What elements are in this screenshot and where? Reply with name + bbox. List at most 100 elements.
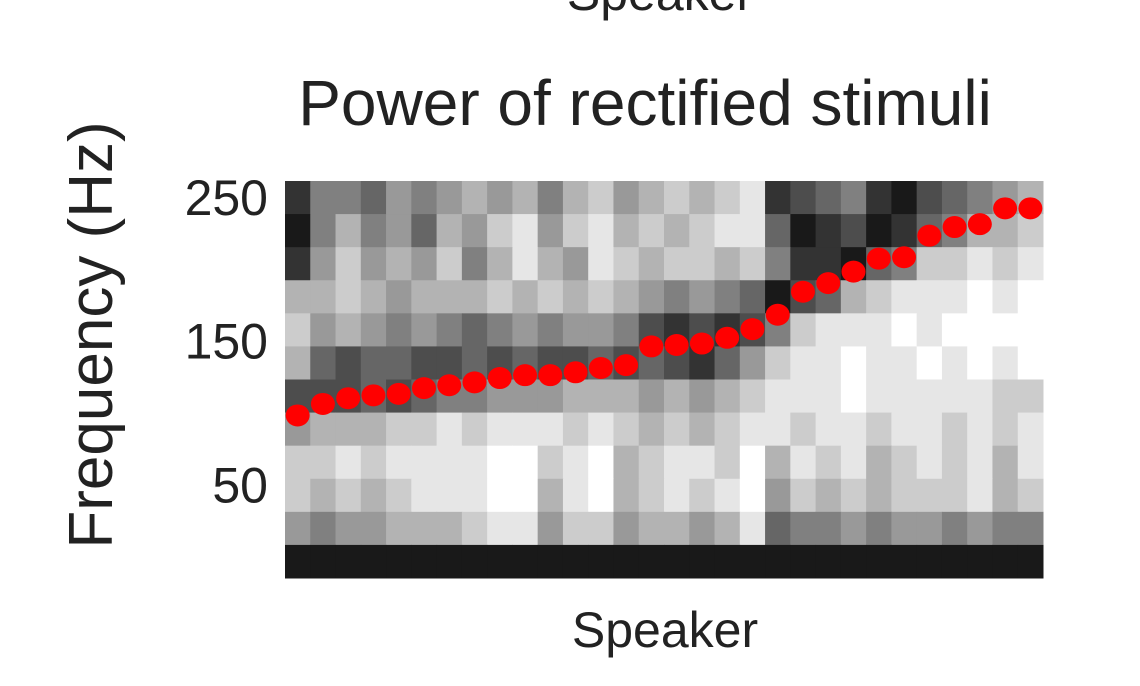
heatmap-cell bbox=[714, 544, 741, 579]
heatmap-cell bbox=[967, 280, 993, 314]
heatmap-cell bbox=[739, 478, 766, 513]
heatmap-cell bbox=[866, 544, 892, 579]
heatmap-cell bbox=[512, 412, 539, 447]
heatmap-cell bbox=[562, 544, 589, 579]
heatmap-cell bbox=[941, 412, 968, 447]
heatmap-cell bbox=[461, 445, 488, 480]
heatmap-cell bbox=[310, 544, 337, 579]
heatmap-cell bbox=[537, 181, 564, 215]
peak-point bbox=[386, 382, 411, 405]
heatmap-cell bbox=[689, 214, 716, 248]
heatmap-cell bbox=[461, 478, 488, 513]
heatmap-cell bbox=[386, 478, 412, 513]
heatmap-cell bbox=[941, 313, 968, 347]
heatmap-cell bbox=[1017, 379, 1044, 414]
heatmap-cell bbox=[588, 247, 614, 281]
heatmap-cell bbox=[310, 214, 337, 248]
heatmap-cell bbox=[1017, 313, 1044, 347]
heatmap-cell bbox=[588, 478, 614, 513]
heatmap-cell bbox=[664, 247, 690, 281]
heatmap-cell bbox=[588, 511, 614, 546]
heatmap-cell bbox=[562, 313, 589, 347]
heatmap-cell bbox=[487, 247, 513, 281]
peak-point bbox=[664, 333, 689, 356]
heatmap-cell bbox=[360, 544, 387, 579]
heatmap-cell bbox=[335, 412, 362, 447]
heatmap-cell bbox=[992, 379, 1019, 414]
heatmap-cell bbox=[537, 313, 564, 347]
heatmap-cell bbox=[613, 379, 640, 414]
heatmap-cell bbox=[840, 214, 867, 248]
heatmap-cell bbox=[1017, 478, 1044, 513]
heatmap-cell bbox=[916, 247, 943, 281]
heatmap-cell bbox=[537, 511, 564, 546]
peak-point bbox=[336, 387, 361, 410]
heatmap-cell bbox=[512, 181, 539, 215]
heatmap-cell bbox=[866, 346, 892, 380]
heatmap-cell bbox=[310, 445, 337, 480]
heatmap-cell bbox=[840, 346, 867, 380]
heatmap-cell bbox=[1017, 511, 1044, 546]
heatmap-cell bbox=[891, 379, 918, 414]
heatmap-cell bbox=[765, 412, 791, 447]
heatmap-cell bbox=[941, 544, 968, 579]
heatmap-cell bbox=[386, 544, 412, 579]
heatmap-cell bbox=[461, 214, 488, 248]
heatmap-cell bbox=[967, 478, 993, 513]
heatmap-cell bbox=[866, 511, 892, 546]
heatmap-cell bbox=[916, 445, 943, 480]
heatmap-cell bbox=[714, 511, 741, 546]
peak-point bbox=[892, 246, 917, 269]
heatmap-cell bbox=[866, 313, 892, 347]
heatmap-cell bbox=[436, 181, 463, 215]
heatmap-cell bbox=[613, 445, 640, 480]
heatmap-cell bbox=[866, 280, 892, 314]
heatmap-cell bbox=[335, 313, 362, 347]
heatmap-cell bbox=[487, 214, 513, 248]
heatmap-cell bbox=[689, 544, 716, 579]
heatmap-cell bbox=[992, 511, 1019, 546]
heatmap-cell bbox=[689, 247, 716, 281]
heatmap-cell bbox=[790, 445, 817, 480]
heatmap-cell bbox=[815, 313, 842, 347]
heatmap-cell bbox=[461, 412, 488, 447]
heatmap-cell bbox=[916, 280, 943, 314]
heatmap-cell bbox=[714, 478, 741, 513]
heatmap-cell bbox=[613, 412, 640, 447]
peak-point bbox=[513, 364, 538, 387]
heatmap-cell bbox=[714, 181, 741, 215]
heatmap-cell bbox=[941, 478, 968, 513]
heatmap-cell bbox=[941, 280, 968, 314]
heatmap-cell bbox=[891, 313, 918, 347]
heatmap-cell bbox=[765, 511, 791, 546]
heatmap-cell bbox=[436, 214, 463, 248]
heatmap-cell bbox=[840, 412, 867, 447]
peak-point bbox=[639, 335, 664, 358]
heatmap-cell bbox=[360, 313, 387, 347]
heatmap-cell bbox=[1017, 247, 1044, 281]
heatmap-cell bbox=[891, 181, 918, 215]
heatmap-cell bbox=[588, 544, 614, 579]
peak-point bbox=[765, 303, 790, 326]
heatmap-cell bbox=[840, 445, 867, 480]
heatmap-cell bbox=[891, 280, 918, 314]
heatmap-cell bbox=[360, 511, 387, 546]
heatmap-cell bbox=[310, 181, 337, 215]
peak-point bbox=[462, 371, 487, 394]
peak-point bbox=[487, 367, 512, 390]
heatmap-cell bbox=[411, 280, 438, 314]
heatmap-cell bbox=[790, 214, 817, 248]
heatmap-cell bbox=[664, 280, 690, 314]
heatmap-cell bbox=[739, 412, 766, 447]
heatmap-cell bbox=[714, 346, 741, 380]
heatmap-cell bbox=[436, 313, 463, 347]
peak-point bbox=[689, 332, 714, 355]
peak-point bbox=[841, 260, 866, 283]
heatmap-cell bbox=[562, 379, 589, 414]
heatmap-cell bbox=[537, 478, 564, 513]
heatmap-cell bbox=[967, 379, 993, 414]
heatmap-cell bbox=[815, 544, 842, 579]
heatmap-cell bbox=[588, 412, 614, 447]
heatmap-cell bbox=[967, 346, 993, 380]
heatmap-cell bbox=[537, 412, 564, 447]
